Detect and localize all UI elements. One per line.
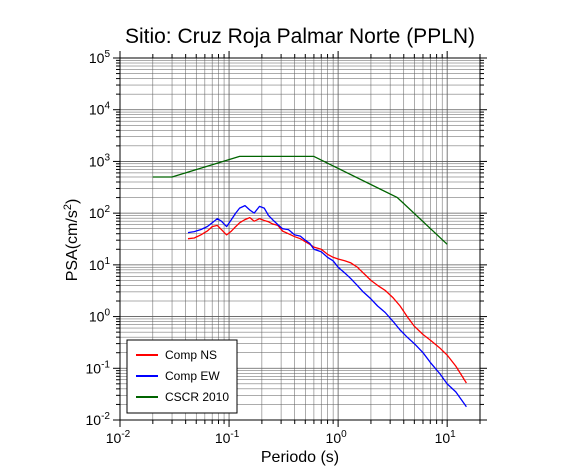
y-tick-label-base: 10 [89, 153, 105, 169]
y-tick-label-exp: 3 [104, 152, 110, 163]
y-tick-label-exp: 0 [104, 308, 110, 319]
y-axis-label-close: ) [64, 199, 81, 204]
series-line-cscr-2010 [152, 155, 448, 245]
x-tick-labels: 10-2 10-1 100 101 [106, 429, 456, 446]
y-tick-label: 10-1 [86, 359, 111, 376]
y-tick-label-exp: -2 [101, 411, 110, 422]
x-tick-label-exp: -1 [230, 429, 239, 440]
series-line-comp-ew [187, 204, 467, 408]
y-tick-label-base: 10 [86, 360, 102, 376]
y-tick-label: 101 [89, 256, 111, 273]
y-tick-label: 10-2 [86, 411, 111, 428]
x-tick-label-exp: -2 [121, 429, 130, 440]
x-tick-label: 100 [326, 429, 348, 446]
x-tick-label-base: 10 [326, 430, 342, 446]
y-tick-label: 105 [89, 49, 111, 66]
y-tick-label: 103 [89, 152, 111, 169]
chart-title: Sitio: Cruz Roja Palmar Norte (PPLN) [125, 25, 475, 48]
x-tick-label: 101 [435, 429, 457, 446]
x-tick-label: 10-1 [215, 429, 240, 446]
series-lines [152, 155, 467, 408]
x-tick-label: 10-2 [106, 429, 131, 446]
legend-label: Comp NS [165, 348, 217, 362]
y-tick-label-base: 10 [89, 309, 105, 325]
ticks [113, 51, 487, 427]
y-tick-label: 102 [89, 204, 111, 221]
grid [119, 57, 481, 421]
series-line-comp-ns [187, 216, 467, 384]
y-tick-label-base: 10 [86, 412, 102, 428]
y-axis-label-sup: 2 [62, 204, 74, 210]
legend-label: CSCR 2010 [165, 390, 229, 404]
y-tick-label-exp: 1 [104, 256, 110, 267]
y-tick-label-base: 10 [89, 50, 105, 66]
legend: Comp NS Comp EW CSCR 2010 [126, 339, 238, 414]
x-tick-label-base: 10 [435, 430, 451, 446]
y-tick-label-exp: 4 [104, 101, 110, 112]
y-tick-label: 100 [89, 308, 111, 325]
y-axis-label: PSA(cm/s2) [62, 199, 81, 282]
x-tick-label-base: 10 [215, 430, 231, 446]
y-tick-label-base: 10 [89, 257, 105, 273]
x-tick-label-exp: 1 [450, 429, 456, 440]
legend-label: Comp EW [165, 369, 220, 383]
y-tick-label-exp: -1 [101, 359, 110, 370]
x-tick-label-base: 10 [106, 430, 122, 446]
y-tick-label-base: 10 [89, 102, 105, 118]
y-tick-label-exp: 5 [104, 49, 110, 60]
x-tick-label-exp: 0 [341, 429, 347, 440]
plot-frame [119, 57, 481, 421]
y-tick-label-exp: 2 [104, 204, 110, 215]
y-tick-label: 104 [89, 101, 111, 118]
x-axis-label: Periodo (s) [261, 449, 339, 466]
y-tick-label-base: 10 [89, 205, 105, 221]
y-axis-label-main: PSA(cm/s [64, 210, 81, 281]
